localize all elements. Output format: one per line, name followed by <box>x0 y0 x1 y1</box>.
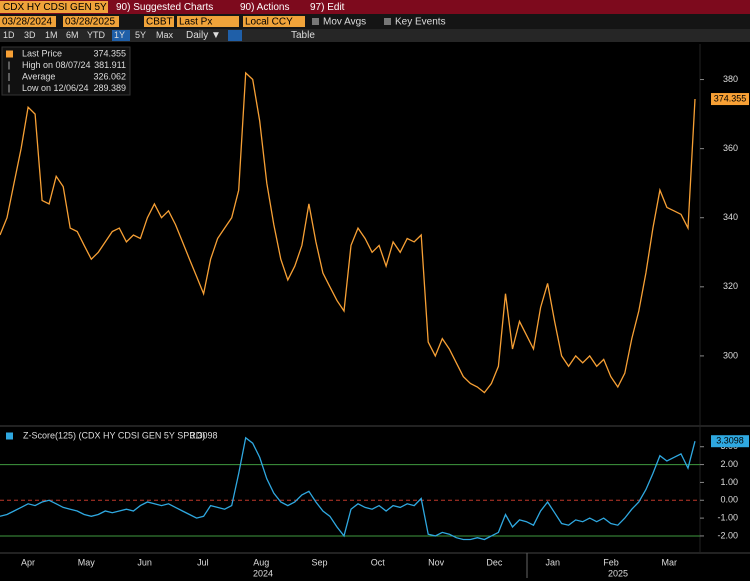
checkbox[interactable] <box>384 18 391 25</box>
legend-value: 381.911 <box>94 60 126 70</box>
input-box <box>63 16 119 27</box>
last-value-tag <box>711 93 749 106</box>
y-tick-label: 320 <box>723 281 738 291</box>
series-line <box>0 71 696 394</box>
x-tick-label: Sep <box>311 557 327 567</box>
last-value-tag <box>711 435 749 448</box>
chart-icon[interactable] <box>228 30 242 41</box>
range-button[interactable]: YTD <box>87 30 106 40</box>
checkbox[interactable] <box>312 18 319 25</box>
last-value-label: 3.3098 <box>716 436 744 446</box>
x-tick-label: Dec <box>486 557 503 567</box>
settings-bar: 03/28/2024 03/28/2025 CBBT Last Px Local… <box>0 14 750 29</box>
security-box <box>0 1 108 13</box>
x-tick-label: Jul <box>197 557 209 567</box>
start-date[interactable]: 03/28/2024 <box>2 17 52 28</box>
y-tick-label: 1.00 <box>720 477 738 487</box>
range-active[interactable] <box>112 30 130 41</box>
title-bar-bg <box>0 0 750 14</box>
source[interactable]: CBBT <box>146 17 173 28</box>
y-tick-label: -2.00 <box>717 530 738 540</box>
zscore-legend: Z-Score(125) (CDX HY CDSI GEN 5Y SPRD) <box>23 430 205 440</box>
y-tick-label: 300 <box>723 350 738 360</box>
input-box <box>243 16 305 27</box>
legend-value: 326.062 <box>93 71 126 81</box>
range-button[interactable]: 3D <box>24 30 36 40</box>
price-panel <box>0 44 750 426</box>
x-tick-label: Aug <box>253 557 269 567</box>
option[interactable]: Mov Avgs <box>323 17 366 28</box>
range-button[interactable]: Max <box>156 30 174 40</box>
currency[interactable]: Local CCY <box>245 17 293 28</box>
menu[interactable]: 97) Edit <box>310 2 345 13</box>
y-tick-label: 2.00 <box>720 459 738 469</box>
legend-label: Low on 12/06/24 <box>22 83 89 93</box>
legend-swatch <box>6 432 13 440</box>
legend-label: Last Price <box>22 48 62 58</box>
y-tick-label: -1.00 <box>717 512 738 522</box>
input-box <box>144 16 174 27</box>
last-value-label: 374.355 <box>714 93 747 103</box>
zscore-legend-value: 3.3098 <box>190 430 218 440</box>
x-tick-label: Jan <box>545 557 560 567</box>
legend-box <box>1 46 131 96</box>
title-bar: CDX HY CDSI GEN 5Y 90) Suggested Charts … <box>0 0 750 14</box>
option[interactable]: Key Events <box>395 17 446 28</box>
menu[interactable]: 90) Suggested Charts <box>116 2 213 13</box>
legend-value: 289.389 <box>93 83 126 93</box>
x-year-label: 2024 <box>253 568 273 578</box>
range-bar: Daily ▼ Table <box>0 29 750 42</box>
x-tick-label: Oct <box>371 557 386 567</box>
range-button[interactable]: 1M <box>45 30 58 40</box>
frequency[interactable]: Daily ▼ <box>186 30 221 41</box>
series-line <box>0 436 696 541</box>
end-date[interactable]: 03/28/2025 <box>65 17 115 28</box>
table-button[interactable]: Table <box>291 30 315 41</box>
y-tick-label: 360 <box>723 143 738 153</box>
x-tick-label: May <box>78 557 96 567</box>
x-year-label: 2025 <box>608 568 628 578</box>
field[interactable]: Last Px <box>179 17 212 28</box>
x-tick-label: Jun <box>137 557 152 567</box>
legend-value: 374.355 <box>93 48 126 58</box>
input-box <box>0 16 56 27</box>
security[interactable]: CDX HY CDSI GEN 5Y <box>3 2 107 13</box>
x-tick-label: Nov <box>428 557 445 567</box>
legend-swatch <box>6 50 13 58</box>
legend-label: Average <box>22 71 55 81</box>
x-tick-label: Feb <box>603 557 619 567</box>
x-tick-label: Mar <box>662 557 678 567</box>
range-button[interactable]: 6M <box>66 30 79 40</box>
y-tick-label: 0.00 <box>720 495 738 505</box>
x-tick-label: Apr <box>21 557 35 567</box>
range-button[interactable]: 1D <box>3 30 15 40</box>
range-button[interactable]: 1Y <box>114 30 125 40</box>
range-button[interactable]: 5Y <box>135 30 146 40</box>
y-tick-label: 340 <box>723 212 738 222</box>
legend-label: High on 08/07/24 <box>22 60 91 70</box>
y-tick-label: 380 <box>723 74 738 84</box>
input-box <box>177 16 239 27</box>
menu[interactable]: 90) Actions <box>240 2 289 13</box>
range-bg <box>0 29 750 42</box>
